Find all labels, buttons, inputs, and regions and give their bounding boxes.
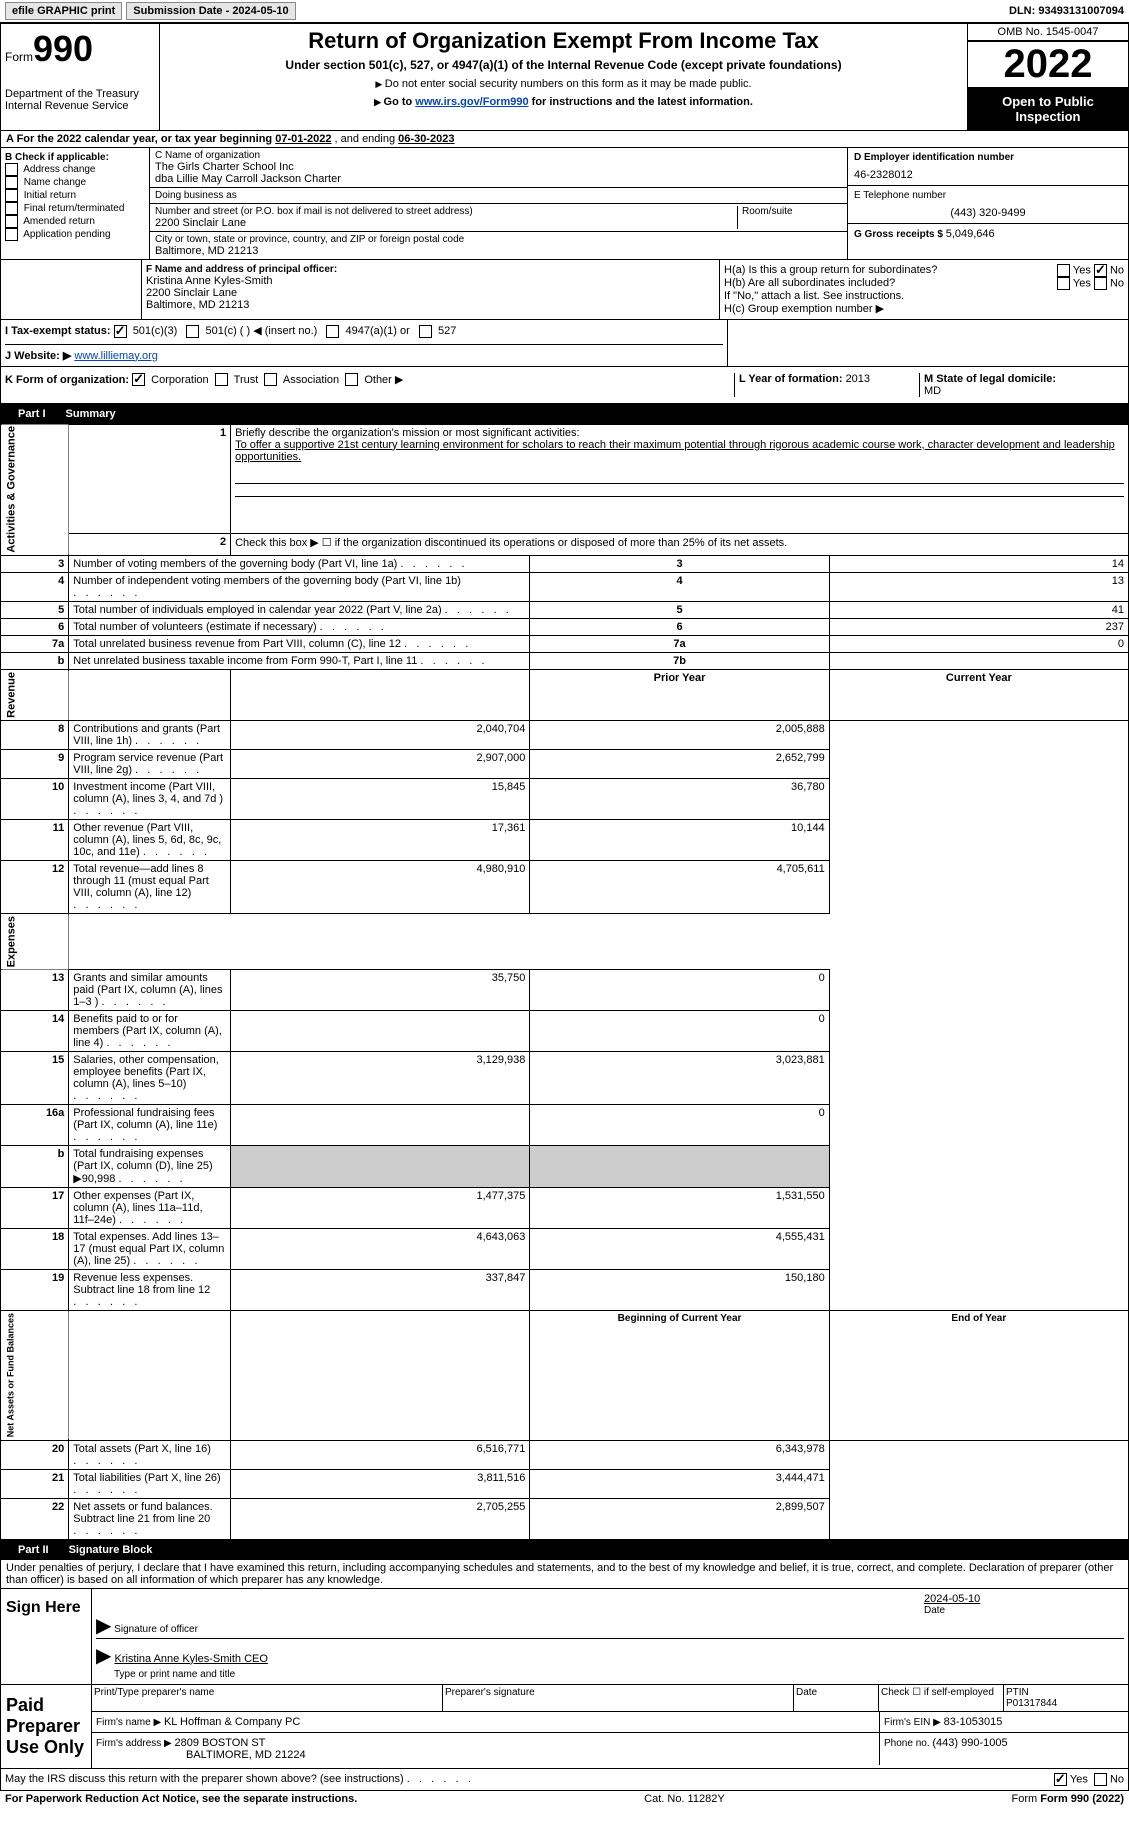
- summary-table: Activities & Governance 1 Briefly descri…: [0, 424, 1129, 1540]
- section-c: C Name of organization The Girls Charter…: [150, 148, 848, 259]
- section-fh: F Name and address of principal officer:…: [0, 260, 1129, 320]
- form-header: Form990 Department of the Treasury Inter…: [0, 23, 1129, 131]
- website-link[interactable]: www.lilliemay.org: [74, 350, 158, 362]
- mission-text: To offer a supportive 21st century learn…: [235, 439, 1115, 463]
- irs-text: Internal Revenue Service: [5, 100, 155, 112]
- section-a: A For the 2022 calendar year, or tax yea…: [0, 131, 1129, 148]
- firm-name: KL Hoffman & Company PC: [164, 1716, 300, 1728]
- section-g: G Gross receipts $ 5,049,646: [848, 224, 1128, 244]
- section-ij: I Tax-exempt status: 501(c)(3) 501(c) ( …: [0, 320, 1129, 367]
- top-bar: efile GRAPHIC print Submission Date - 20…: [0, 0, 1129, 23]
- org-dba: dba Lillie May Carroll Jackson Charter: [155, 173, 842, 185]
- tax-year: 2022: [968, 41, 1128, 88]
- sub1: Under section 501(c), 527, or 4947(a)(1)…: [164, 58, 963, 72]
- part2-header: Part II Signature Block: [0, 1540, 1129, 1560]
- gross-receipts: 5,049,646: [946, 228, 995, 240]
- dept-text: Department of the Treasury: [5, 88, 155, 100]
- firm-phone: (443) 990-1005: [932, 1737, 1007, 1749]
- form-word: Form: [5, 50, 33, 64]
- efile-button[interactable]: efile GRAPHIC print: [5, 2, 122, 20]
- submission-button[interactable]: Submission Date - 2024-05-10: [126, 2, 295, 20]
- check-final-return-terminated[interactable]: [5, 202, 18, 215]
- ha-no[interactable]: [1094, 264, 1107, 277]
- vert-net: Net Assets or Fund Balances: [1, 1311, 69, 1440]
- vert-gov: Activities & Governance: [1, 424, 69, 556]
- main-info-grid: B Check if applicable: Address change Na…: [0, 148, 1129, 260]
- phone-value: (443) 320-9499: [854, 207, 1122, 219]
- discuss-no[interactable]: [1094, 1773, 1107, 1786]
- check-amended-return[interactable]: [5, 215, 18, 228]
- hb-yes[interactable]: [1057, 277, 1070, 290]
- check-address-change[interactable]: [5, 163, 18, 176]
- org-name: The Girls Charter School Inc: [155, 161, 842, 173]
- discuss-row: May the IRS discuss this return with the…: [0, 1769, 1129, 1791]
- section-klm: K Form of organization: Corporation Trus…: [0, 367, 1129, 404]
- sub3a: Go to: [384, 96, 416, 108]
- form-title: Return of Organization Exempt From Incom…: [164, 28, 963, 54]
- sub2: Do not enter social security numbers on …: [385, 78, 752, 90]
- section-d: D Employer identification number 46-2328…: [848, 148, 1128, 186]
- check-application-pending[interactable]: [5, 228, 18, 241]
- corp-check[interactable]: [132, 373, 145, 386]
- paid-preparer-section: Paid Preparer Use Only Print/Type prepar…: [0, 1685, 1129, 1769]
- officer-name: Kristina Anne Kyles-Smith CEO: [114, 1653, 267, 1665]
- street-address: 2200 Sinclair Lane: [155, 217, 737, 229]
- footer: For Paperwork Reduction Act Notice, see …: [0, 1791, 1129, 1807]
- dln-text: DLN: 93493131007094: [1009, 5, 1124, 17]
- part1-header: Part I Summary: [0, 404, 1129, 424]
- 501c3-check[interactable]: [114, 325, 127, 338]
- form-number: 990: [33, 28, 93, 69]
- section-b: B Check if applicable: Address change Na…: [1, 148, 150, 259]
- ein-value: 46-2328012: [854, 169, 1122, 181]
- section-e: E Telephone number (443) 320-9499: [848, 186, 1128, 224]
- discuss-yes[interactable]: [1054, 1773, 1067, 1786]
- omb-number: OMB No. 1545-0047: [968, 24, 1128, 41]
- firm-address: 2809 BOSTON ST: [175, 1737, 266, 1749]
- sign-here-section: Sign Here ▶ Signature of officer 2024-05…: [0, 1589, 1129, 1685]
- vert-exp: Expenses: [1, 914, 69, 970]
- check-name-change[interactable]: [5, 176, 18, 189]
- open-public: Open to Public Inspection: [968, 88, 1128, 130]
- penalty-text: Under penalties of perjury, I declare th…: [0, 1560, 1129, 1589]
- vert-rev: Revenue: [1, 670, 69, 721]
- irs-link[interactable]: www.irs.gov/Form990: [415, 96, 528, 108]
- ptin-value: P01317844: [1006, 1698, 1057, 1709]
- hb-no[interactable]: [1094, 277, 1107, 290]
- firm-ein: 83-1053015: [944, 1716, 1003, 1728]
- sub3b: for instructions and the latest informat…: [529, 96, 753, 108]
- check-initial-return[interactable]: [5, 189, 18, 202]
- city-state-zip: Baltimore, MD 21213: [155, 245, 842, 257]
- ha-yes[interactable]: [1057, 264, 1070, 277]
